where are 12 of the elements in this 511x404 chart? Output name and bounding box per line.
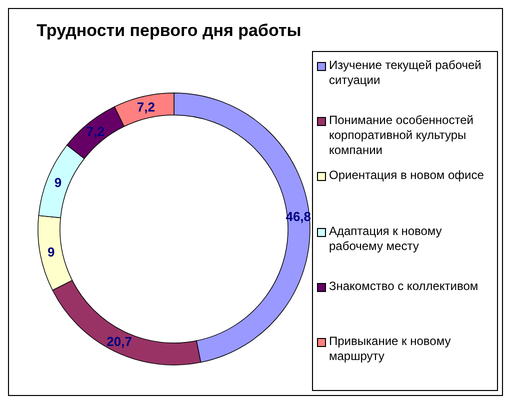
data-label: 7,2 <box>86 124 105 140</box>
data-label: 7,2 <box>136 100 155 115</box>
data-label: 9 <box>47 244 55 260</box>
legend-label: Изучение текущей рабочей ситуации <box>329 58 482 88</box>
data-label: 9 <box>54 174 62 190</box>
legend-label: Ориентация в новом офисе <box>329 168 484 184</box>
legend-label: Привыкание к новому маршруту <box>329 334 452 364</box>
legend-label: Знакомство с коллективом <box>329 278 478 294</box>
legend-label: Понимание особенностей корпоративной культуры компании <box>329 113 474 158</box>
chart-title: Трудности первого дня работы <box>36 21 302 41</box>
legend-label: Адаптация к новому рабочему месту <box>329 224 443 254</box>
data-label: 20,7 <box>106 334 132 349</box>
